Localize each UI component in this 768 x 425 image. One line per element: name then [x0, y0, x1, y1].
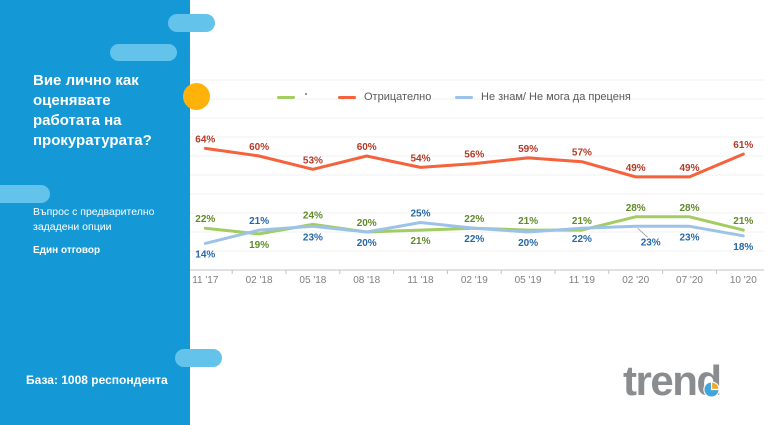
question-type-note: Въпрос с предварително зададени опции [33, 206, 155, 233]
decorative-pill [175, 349, 222, 367]
svg-text:21%: 21% [572, 216, 592, 227]
svg-text:21%: 21% [518, 216, 538, 227]
svg-text:23%: 23% [303, 232, 323, 243]
svg-text:60%: 60% [357, 142, 377, 153]
svg-text:22%: 22% [195, 214, 215, 225]
svg-text:05 '19: 05 '19 [515, 275, 542, 286]
svg-text:21%: 21% [410, 236, 430, 247]
logo-text: trend [623, 357, 722, 404]
svg-text:20%: 20% [357, 238, 377, 249]
svg-text:22%: 22% [464, 214, 484, 225]
legend-item-negative: Отрицателно [338, 89, 431, 105]
svg-text:24%: 24% [303, 210, 323, 221]
svg-text:21%: 21% [733, 216, 753, 227]
svg-text:02 '18: 02 '18 [246, 275, 273, 286]
legend-dot-artifact [305, 93, 307, 95]
chart-legend: Отрицателно Не знам/ Не мога да преценя [0, 89, 768, 105]
svg-text:19%: 19% [249, 240, 269, 251]
legend-swatch-positive [277, 95, 295, 99]
svg-text:08 '18: 08 '18 [353, 275, 380, 286]
question-title: Вие лично как оценявате работата на прок… [33, 72, 152, 149]
svg-text:11 '18: 11 '18 [407, 275, 434, 286]
legend-swatch-negative [338, 95, 356, 99]
svg-text:10 '20: 10 '20 [730, 275, 757, 286]
decorative-pill [0, 185, 50, 203]
svg-text:64%: 64% [195, 134, 215, 145]
logo-pie-icon [703, 381, 720, 398]
svg-text:23%: 23% [679, 232, 699, 243]
sidebar: Вие лично как оценявате работата на прок… [0, 0, 190, 425]
svg-text:07 '20: 07 '20 [676, 275, 703, 286]
svg-text:02 '20: 02 '20 [622, 275, 649, 286]
accent-circle [183, 83, 210, 110]
svg-text:59%: 59% [518, 144, 538, 155]
svg-text:28%: 28% [626, 203, 646, 214]
svg-text:54%: 54% [410, 153, 430, 164]
svg-text:18%: 18% [733, 242, 753, 253]
svg-text:11 '19: 11 '19 [569, 275, 596, 286]
svg-text:23%: 23% [641, 237, 661, 248]
trend-logo: trend [623, 360, 763, 416]
svg-text:49%: 49% [626, 163, 646, 174]
legend-item-positive [277, 89, 307, 105]
decorative-pill [110, 44, 177, 61]
svg-text:22%: 22% [464, 234, 484, 245]
svg-text:20%: 20% [357, 218, 377, 229]
svg-text:21%: 21% [249, 216, 269, 227]
legend-label-dontknow: Не знам/ Не мога да преценя [481, 91, 631, 103]
svg-text:22%: 22% [572, 234, 592, 245]
svg-text:61%: 61% [733, 140, 753, 151]
svg-text:60%: 60% [249, 142, 269, 153]
svg-text:05 '18: 05 '18 [299, 275, 326, 286]
svg-text:14%: 14% [195, 249, 215, 260]
svg-text:28%: 28% [679, 203, 699, 214]
svg-text:57%: 57% [572, 148, 592, 159]
single-answer-note: Един отговор [33, 245, 101, 256]
decorative-pill [168, 14, 215, 32]
legend-label-negative: Отрицателно [364, 91, 432, 103]
svg-text:53%: 53% [303, 155, 323, 166]
svg-text:49%: 49% [679, 163, 699, 174]
svg-text:56%: 56% [464, 150, 484, 161]
svg-text:02 '19: 02 '19 [461, 275, 488, 286]
base-note: База: 1008 респондента [26, 373, 168, 387]
svg-text:20%: 20% [518, 238, 538, 249]
svg-text:11 '17: 11 '17 [192, 275, 219, 286]
legend-item-dontknow: Не знам/ Не мога да преценя [455, 89, 631, 105]
svg-text:25%: 25% [410, 209, 430, 220]
legend-swatch-dontknow [455, 95, 473, 99]
